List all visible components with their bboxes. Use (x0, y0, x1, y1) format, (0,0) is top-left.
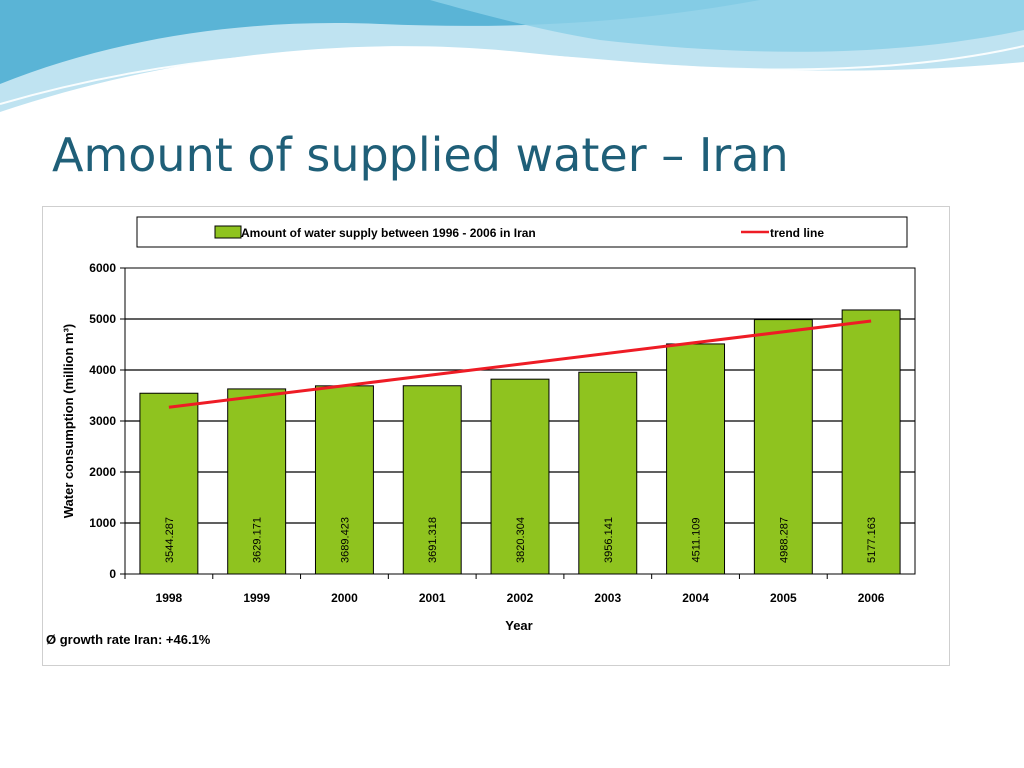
x-tick-label: 2000 (331, 591, 358, 605)
bar-value-label: 3689.423 (339, 517, 351, 563)
y-tick-labels: 0 1000 2000 3000 4000 5000 6000 (89, 261, 116, 581)
x-tick-label: 1998 (156, 591, 183, 605)
y-tick-label: 3000 (89, 414, 116, 428)
legend-swatch-bars (214, 225, 242, 239)
bar (841, 309, 901, 575)
legend-box (136, 216, 908, 248)
y-tick-label: 2000 (89, 465, 116, 479)
bar-value-label: 3956.141 (603, 517, 615, 563)
x-tick-label: 2004 (682, 591, 709, 605)
water-supply-chart: Amount of water supply between 1996 - 20… (46, 216, 916, 647)
bar (490, 378, 550, 575)
x-tick-label: 2003 (594, 591, 621, 605)
y-tick-label: 5000 (89, 312, 116, 326)
bar-value-label: 4511.109 (691, 517, 703, 562)
trend-line-layer (168, 319, 872, 409)
x-tick-labels: 1998 1999 2000 2001 2002 2003 2004 2005 2006 (124, 574, 885, 605)
legend-label-trend: trend line (770, 226, 824, 240)
bar-value-label: 4988.287 (778, 517, 790, 563)
y-axis-title: Water consumption (million m³) (61, 324, 76, 519)
y-tick-label: 1000 (89, 516, 116, 530)
slide-title: Amount of supplied water – Iran (52, 128, 789, 182)
bar (666, 343, 726, 575)
bars: 3544.287 3629.171 3689.423 3691.318 3820.304… (139, 309, 901, 575)
bar-value-label: 3691.318 (427, 517, 439, 563)
growth-rate-note: Ø growth rate Iran: +46.1% (46, 632, 211, 647)
bar (402, 385, 462, 575)
chart-frame: Amount of water supply between 1996 - 20… (42, 206, 950, 666)
bar (314, 385, 374, 575)
bar (578, 371, 638, 575)
header-swoosh-decoration (0, 0, 1024, 112)
bar (139, 392, 199, 575)
swoosh-band-mid (430, 0, 1024, 52)
legend-label-bars: Amount of water supply between 1996 - 20… (241, 226, 536, 240)
y-tick-label: 6000 (89, 261, 116, 275)
trend-line (168, 319, 872, 409)
x-axis-title: Year (505, 618, 532, 633)
swoosh-line (0, 45, 1024, 105)
bar (753, 319, 813, 575)
bar-value-label: 3820.304 (515, 517, 527, 563)
x-tick-label: 2001 (419, 591, 446, 605)
bar-value-label: 5177.163 (866, 517, 878, 563)
bar (227, 388, 287, 575)
bar-value-label: 3544.287 (164, 517, 176, 563)
x-tick-label: 2005 (770, 591, 797, 605)
x-tick-label: 2002 (507, 591, 534, 605)
bar-value-label: 3629.171 (252, 517, 264, 563)
y-tick-label: 0 (109, 567, 116, 581)
y-tick-label: 4000 (89, 363, 116, 377)
x-tick-label: 1999 (243, 591, 270, 605)
x-tick-label: 2006 (858, 591, 885, 605)
